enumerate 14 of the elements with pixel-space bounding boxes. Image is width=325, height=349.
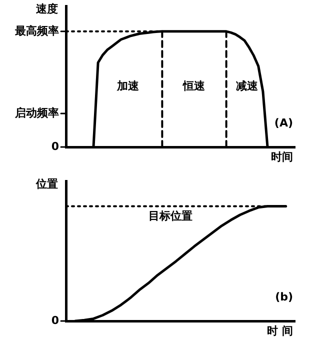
text: 启动频率 (14, 106, 59, 120)
annotation: 减速 (236, 79, 259, 92)
annotation: (b) (275, 290, 293, 304)
text: 0 (51, 314, 60, 327)
y-axis-title: 速度 (35, 2, 58, 16)
ref-line-label: 目标位置 (148, 210, 192, 223)
text: 0 (51, 140, 60, 153)
x-axis-title: 时 间 (267, 324, 293, 338)
x-axis-title: 时间 (271, 150, 293, 164)
ref-line-label: 最高频率 (14, 24, 59, 38)
annotation: 恒速 (182, 79, 206, 92)
annotation: (A) (274, 116, 293, 130)
y-axis-title: 位置 (35, 177, 58, 190)
annotation: 加速 (116, 79, 140, 92)
